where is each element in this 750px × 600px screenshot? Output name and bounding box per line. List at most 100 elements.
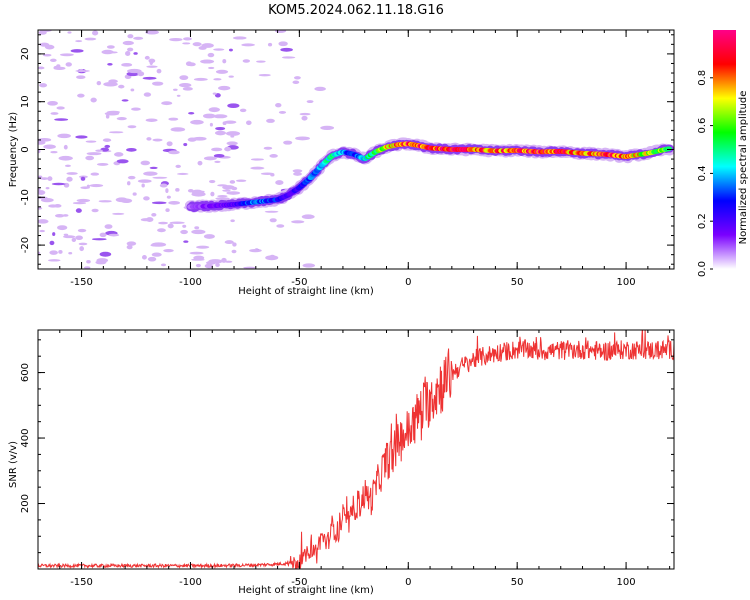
- spectrogram-noise-cell: [52, 232, 56, 237]
- spectrogram-noise-cell: [63, 233, 69, 237]
- spectrogram-noise-cell: [302, 263, 316, 268]
- spectrogram-noise-cell: [51, 182, 66, 186]
- spectrogram-noise-cell: [212, 92, 217, 95]
- spectrogram-noise-cell: [145, 217, 154, 222]
- spectrogram-noise-cell: [159, 183, 168, 188]
- spectrogram-noise-cell: [169, 221, 185, 224]
- spectrogram-noise-cell: [182, 42, 191, 45]
- spectrogram-noise-cell: [42, 53, 52, 57]
- spectrogram-x-tick-label: -150: [70, 277, 93, 288]
- spectrogram-noise-cell: [185, 61, 193, 67]
- spectrogram-noise-cell: [50, 58, 57, 63]
- spectrogram-noise-cell: [232, 242, 237, 247]
- spectrogram-noise-cell: [131, 107, 141, 111]
- spectrogram-noise-cell: [299, 112, 311, 116]
- spectrogram-noise-cell: [215, 262, 220, 267]
- spectrogram-x-tick-label: 0: [405, 277, 411, 288]
- spectrogram-noise-cell: [183, 240, 189, 243]
- spectrogram-noise-cell: [75, 135, 88, 139]
- spectrogram-noise-cell: [224, 240, 234, 245]
- spectrogram-noise-cell: [53, 66, 66, 70]
- spectrogram-noise-cell: [48, 259, 61, 262]
- spectrogram-noise-cell: [121, 99, 129, 102]
- spectrogram-noise-cell: [189, 251, 204, 255]
- spectrogram-ridge: [184, 137, 674, 213]
- spectrogram-noise-cell: [133, 36, 144, 40]
- spectrogram-noise-cell: [165, 188, 169, 194]
- spectrogram-noise-cell: [77, 228, 87, 233]
- spectrogram-noise-cell: [67, 31, 72, 34]
- spectrogram-noise-cell: [231, 249, 237, 254]
- spectrogram-noise-cell: [169, 37, 183, 42]
- spectrogram-noise-cell: [75, 235, 83, 241]
- spectrogram-noise-cell: [195, 263, 201, 268]
- spectrogram-noise-cell: [38, 206, 43, 210]
- spectrogram-noise-cell: [75, 40, 83, 43]
- spectrogram-noise-cell: [130, 88, 135, 92]
- spectrogram-noise-cell: [137, 71, 145, 77]
- colorbar: 0.0 0.2 0.4 0.6 0.8 Normalized spectral ampl…: [697, 30, 749, 277]
- spectrogram-noise-cell: [215, 69, 229, 74]
- spectrogram-noise-cell: [200, 59, 215, 64]
- spectrogram-noise-cell: [108, 79, 118, 84]
- spectrogram-noise-cell: [147, 256, 157, 262]
- spectrogram-noise-cell: [103, 81, 118, 87]
- snr-y-tick-label: 200: [20, 494, 31, 513]
- snr-x-tick-label: -50: [291, 577, 307, 588]
- spectrogram-noise-cell: [208, 107, 221, 113]
- snr-y-label: SNR (v/v): [8, 441, 19, 488]
- spectrogram-noise-cell: [83, 266, 91, 269]
- spectrogram-noise-cell: [168, 117, 179, 121]
- spectrogram-noise-cell: [43, 144, 56, 149]
- spectrogram-noise-cell: [266, 118, 275, 123]
- spectrogram-noise-cell: [175, 164, 181, 168]
- spectrogram-noise-cell: [191, 229, 206, 235]
- spectrogram-noise-cell: [72, 201, 87, 205]
- spectrogram-noise-cell: [166, 141, 173, 147]
- spectrogram-noise-cell: [80, 186, 90, 190]
- spectrogram-noise-cell: [208, 259, 223, 264]
- snr-frame: [37, 329, 675, 570]
- spectrogram-noise-cell: [243, 266, 257, 269]
- spectrogram-noise-cell: [92, 30, 99, 36]
- spectrogram-noise-cell: [151, 252, 162, 257]
- chart-title: KOM5.2024.062.11.18.G16: [268, 3, 444, 18]
- spectrogram-noise-cell: [71, 237, 77, 243]
- spectrogram-noise-cell: [193, 77, 208, 81]
- spectrogram-noise-cell: [295, 136, 310, 141]
- spectrogram-noise-cell: [66, 172, 78, 175]
- colorbar-tick-label: 0.4: [697, 165, 708, 181]
- spectrogram-noise-cell: [115, 153, 122, 156]
- spectrogram-noise-cell: [47, 100, 58, 106]
- spectrogram-noise-cell: [175, 188, 180, 192]
- spectrogram-noise-cell: [227, 103, 240, 109]
- spectrogram-noise-cell: [57, 133, 71, 139]
- spectrogram-noise-cell: [202, 113, 216, 119]
- spectrogram-noise-cell: [180, 229, 188, 235]
- spectrogram-noise-cell: [39, 42, 50, 47]
- spectrogram-noise-cell: [45, 186, 50, 190]
- snr-x-ticks: -150 -100 -50 0 50 100: [37, 330, 671, 588]
- spectrogram-noise-cell: [260, 172, 275, 175]
- spectrogram-noise-cell: [213, 114, 228, 119]
- spectrogram-noise-cell: [218, 85, 231, 91]
- spectrogram-noise-cell: [256, 60, 266, 63]
- spectrogram-noise-cell: [210, 191, 215, 197]
- spectrogram-noise-cell: [91, 238, 107, 241]
- spectrogram-noise-cell: [226, 141, 238, 146]
- spectrogram-noise-cell: [241, 43, 256, 47]
- spectrogram-noise-cell: [89, 184, 104, 188]
- spectrogram-noise-cell: [170, 127, 186, 132]
- spectrogram-noise-cell: [141, 183, 145, 188]
- spectrogram-noise-cell: [165, 208, 170, 213]
- spectrogram-noise-cell: [320, 125, 335, 131]
- spectrogram-noise-cell: [151, 81, 164, 86]
- spectrogram-noise-cell: [176, 172, 189, 175]
- spectrogram-noise-cell: [269, 154, 278, 158]
- spectrogram-noise-cell: [141, 255, 147, 260]
- colorbar-label: Normalized spectral amplitude: [738, 91, 749, 245]
- spectrogram-noise-cell: [105, 114, 110, 119]
- spectrogram-noise-cell: [137, 179, 152, 183]
- colorbar-ticks: 0.0 0.2 0.4 0.6 0.8: [697, 70, 713, 277]
- spectrogram-noise-cell: [76, 75, 86, 79]
